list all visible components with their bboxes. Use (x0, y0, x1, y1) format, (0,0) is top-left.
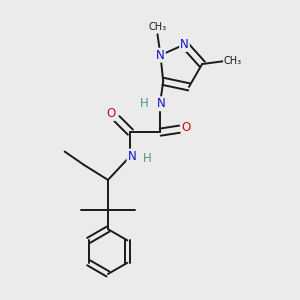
Text: H: H (140, 97, 148, 110)
Text: N: N (157, 97, 166, 110)
Text: N: N (156, 49, 165, 62)
Text: CH₃: CH₃ (148, 22, 166, 32)
Text: CH₃: CH₃ (224, 56, 242, 66)
Text: N: N (128, 149, 136, 163)
Text: O: O (106, 107, 116, 120)
Text: H: H (142, 152, 151, 165)
Text: O: O (182, 121, 191, 134)
Text: N: N (180, 38, 189, 51)
